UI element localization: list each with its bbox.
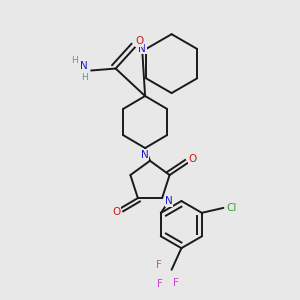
Text: N: N — [141, 150, 149, 160]
Text: F: F — [156, 260, 162, 270]
Text: N: N — [80, 61, 88, 70]
Text: O: O — [135, 36, 143, 46]
Text: F: F — [172, 278, 178, 287]
Text: H: H — [81, 73, 88, 82]
Text: F: F — [157, 280, 163, 290]
Text: N: N — [138, 44, 146, 54]
Text: O: O — [112, 207, 120, 217]
Text: N: N — [165, 196, 173, 206]
Text: Cl: Cl — [226, 203, 236, 213]
Text: O: O — [188, 154, 196, 164]
Text: H: H — [71, 56, 78, 65]
